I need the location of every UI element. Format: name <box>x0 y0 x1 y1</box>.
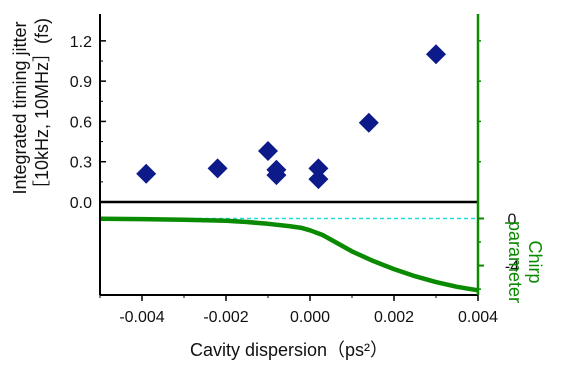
data-point-diamond <box>308 158 329 179</box>
chirp-curve <box>99 216 479 293</box>
x-tick-label: -0.002 <box>203 309 248 326</box>
y-tick-label: 0.3 <box>70 155 92 172</box>
right-tick-label: -4 <box>505 259 519 276</box>
y-tick-label: 0.9 <box>70 74 92 91</box>
data-point-diamond <box>358 112 379 133</box>
y-axis-label-line2: ［10kHz, 10MHz］(fs) <box>32 18 52 198</box>
data-point-diamond <box>136 163 157 184</box>
x-tick-label: 0.000 <box>290 309 330 326</box>
data-point-diamond <box>426 44 446 65</box>
bottom-panel: 0 -4 <box>99 211 519 293</box>
right-axis-label-line1: Chirp <box>525 240 545 283</box>
data-point-diamond <box>258 140 278 161</box>
data-point-diamond <box>266 165 287 186</box>
x-tick-label: 0.004 <box>458 309 498 326</box>
y-tick-label: 1.2 <box>70 34 92 51</box>
x-tick-label: 0.002 <box>374 309 414 326</box>
plot-frame: -0.004 -0.002 0.000 0.002 0.004 <box>99 14 498 326</box>
right-axis-label-line2: parameter <box>505 221 525 303</box>
top-panel: 0.0 0.3 0.6 0.9 1.2 <box>70 34 481 212</box>
x-axis-label: Cavity dispersion（ps²） <box>190 340 388 360</box>
data-point-diamond <box>207 158 228 179</box>
data-point-diamond <box>308 169 329 190</box>
x-tick-label: -0.004 <box>119 309 164 326</box>
y-tick-label: 0.6 <box>70 114 92 131</box>
right-tick-label: 0 <box>508 211 517 228</box>
y-tick-label: 0.0 <box>70 195 92 212</box>
y-axis-label-line1: Integrated timing jitter <box>10 21 30 194</box>
